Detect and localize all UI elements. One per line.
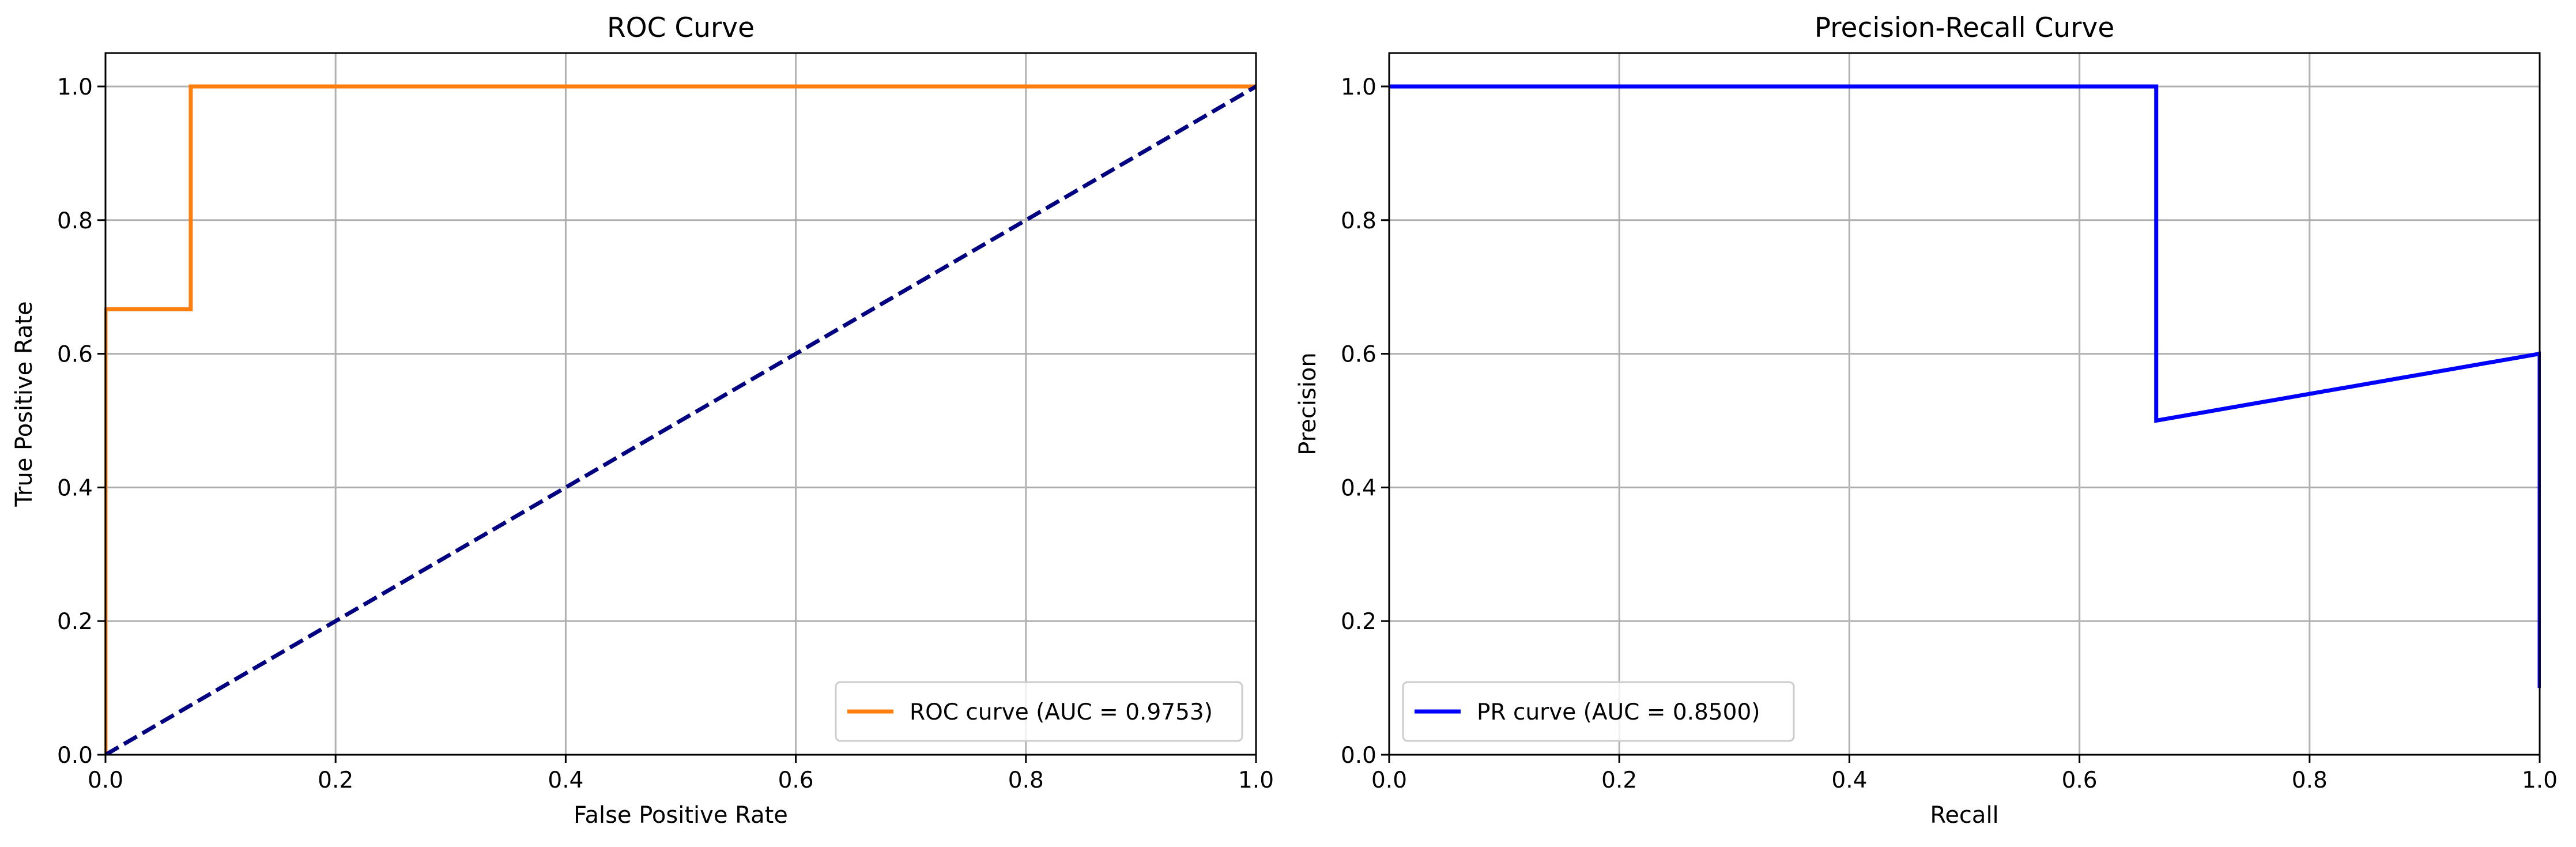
x-tick-label: 0.2 <box>1601 767 1637 793</box>
x-tick-label: 0.2 <box>318 767 353 793</box>
y-tick-label: 0.8 <box>1341 208 1376 234</box>
y-tick-label: 1.0 <box>57 74 93 100</box>
x-tick-label: 0.6 <box>2062 767 2098 793</box>
diagonal-reference-line <box>104 84 1257 755</box>
legend-label: PR curve (AUC = 0.8500) <box>1477 699 1760 725</box>
y-tick-label: 0.4 <box>1341 475 1376 501</box>
chart-1: 0.0 0.2 0.4 0.6 0.8 1.0 0.0 0.2 0.4 0.6 0.8 1.0 ROC … <box>11 12 1274 829</box>
legend-box <box>835 681 1243 742</box>
y-tick-label: 0.2 <box>57 609 93 635</box>
x-tick-label: 0.4 <box>548 767 583 793</box>
x-tick-label: 1.0 <box>1238 767 1274 793</box>
x-tick-label: 1.0 <box>2522 767 2558 793</box>
x-tick-label: 0.8 <box>1008 767 1044 793</box>
axes-frame <box>104 52 1257 756</box>
y-tick-label: 0.6 <box>57 342 93 368</box>
y-tick-label: 0.0 <box>1341 743 1376 769</box>
x-tick-label: 0.4 <box>1831 767 1867 793</box>
x-tick-label: 0.0 <box>88 767 123 793</box>
y-axis-label: True Positive Rate <box>11 301 37 507</box>
chart-2: 0.0 0.2 0.4 0.6 0.8 1.0 0.0 0.2 0.4 0.6 0.8 1.0 Prec… <box>1295 12 2558 829</box>
legend-box <box>1402 681 1795 742</box>
legend: PR curve (AUC = 0.8500) <box>1402 681 1795 742</box>
chart-title: Precision-Recall Curve <box>1815 12 2115 44</box>
axes-frame <box>1388 52 2541 756</box>
y-tick-label: 0.8 <box>57 208 93 234</box>
y-tick-label: 0.0 <box>57 743 93 769</box>
x-axis-label: False Positive Rate <box>574 802 788 829</box>
y-axis-label: Precision <box>1295 352 1321 455</box>
legend-label: ROC curve (AUC = 0.9753) <box>910 699 1213 725</box>
x-tick-label: 0.8 <box>2292 767 2328 793</box>
y-tick-label: 0.4 <box>57 475 93 501</box>
y-tick-label: 1.0 <box>1341 74 1376 100</box>
legend: ROC curve (AUC = 0.9753) <box>835 681 1243 742</box>
x-axis-label: Recall <box>1930 802 1998 829</box>
y-tick-label: 0.6 <box>1341 342 1376 368</box>
x-tick-label: 0.0 <box>1371 767 1407 793</box>
x-tick-label: 0.6 <box>778 767 814 793</box>
chart-title: ROC Curve <box>607 12 755 44</box>
y-tick-label: 0.2 <box>1341 609 1376 635</box>
charts: 0.0 0.2 0.4 0.6 0.8 1.0 0.0 0.2 0.4 0.6 0.8 1.0 ROC … <box>11 12 2558 829</box>
